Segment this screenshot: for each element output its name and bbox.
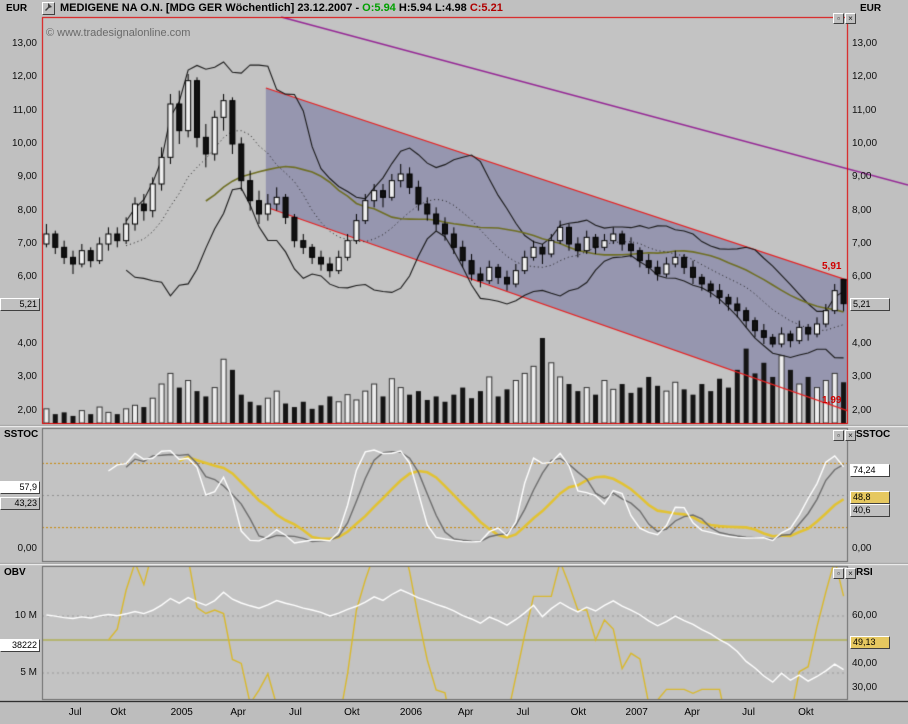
- price-tick-right: 9,00: [852, 171, 872, 183]
- price-tick-right: 7,00: [852, 238, 872, 249]
- price-tick-left: 11,00: [12, 104, 37, 116]
- sstoc-value-box-left: 57,9: [0, 481, 40, 495]
- sstoc-zero-label-right: 0,00: [852, 543, 872, 554]
- time-axis-label: Apr: [230, 707, 246, 718]
- ohlc-close: C:5.21: [469, 2, 503, 14]
- price-tick-left: 7,00: [17, 238, 37, 249]
- obv-tick-left: 5 M: [20, 667, 37, 678]
- rsi-title: RSI: [856, 567, 873, 578]
- price-tick-right: 4,00: [852, 338, 872, 349]
- time-axis-label: Jul: [289, 707, 302, 718]
- current-price-box-left: 5,21: [0, 298, 40, 311]
- watermark: © www.tradesignalonline.com: [46, 27, 191, 39]
- ohlc-open: O:5.94: [362, 2, 396, 14]
- rsi-tick-right: 30,00: [852, 682, 878, 693]
- price-tick-right: 13,00: [852, 38, 878, 49]
- obv-tick-left: 10 M: [14, 610, 37, 621]
- price-tick-right: 2,00: [852, 404, 872, 416]
- rsi-value-box: 49,13: [850, 636, 890, 649]
- price-tick-left: 12,00: [11, 71, 37, 83]
- price-tick-right: 11,00: [852, 104, 877, 116]
- obv-pane-close-button[interactable]: ×: [845, 568, 856, 579]
- sstoc-zero-label-left: 0,00: [17, 543, 37, 554]
- price-tick-right: 3,00: [852, 371, 872, 383]
- price-tick-left: 8,00: [17, 204, 37, 216]
- price-tick-left: 2,00: [17, 404, 37, 416]
- left-axis-unit: EUR: [6, 3, 28, 14]
- channel-top-value-label: 5,91: [822, 261, 842, 272]
- sstoc-title-left: SSTOC: [4, 429, 39, 440]
- sstoc-value-box-right: 48,8: [850, 490, 890, 504]
- sstoc-pane-close-button[interactable]: ×: [845, 430, 856, 441]
- current-price-box-right: 5,21: [850, 298, 890, 311]
- time-axis-label: Jul: [68, 707, 82, 718]
- sstoc-pane-maximize-button[interactable]: ▫: [833, 430, 844, 441]
- pin-icon: [45, 3, 52, 11]
- time-axis-label: 2006: [399, 707, 423, 718]
- time-axis-label: Apr: [684, 707, 700, 718]
- price-tick-right: 8,00: [852, 204, 872, 216]
- pin-icon-button[interactable]: [42, 2, 55, 15]
- sstoc-value-box-left: 43,23: [0, 496, 40, 510]
- price-tick-right: 10,00: [852, 138, 878, 149]
- sstoc-value-box-right: 40,6: [850, 503, 890, 517]
- price-pane-maximize-button[interactable]: ▫: [833, 13, 844, 24]
- time-axis-label: 2007: [625, 707, 648, 718]
- time-axis-label: Okt: [798, 707, 814, 718]
- price-tick-left: 4,00: [17, 338, 37, 349]
- ohlc-high-low: H:5.94 L:4.98: [398, 2, 467, 14]
- price-tick-right: 12,00: [852, 71, 878, 83]
- time-axis-label: Okt: [110, 707, 126, 718]
- chart-title: MEDIGENE NA O.N. [MDG GER Wöchentlich] 2…: [60, 2, 353, 14]
- time-axis-label: Okt: [570, 707, 587, 718]
- price-tick-right: 6,00: [852, 271, 872, 283]
- sstoc-value-box-right: 74,24: [850, 463, 890, 477]
- obv-pane-maximize-button[interactable]: ▫: [833, 568, 844, 579]
- time-axis-label: Apr: [457, 707, 474, 718]
- time-axis-label: 2005: [170, 707, 193, 718]
- price-tick-left: 9,00: [17, 171, 37, 183]
- price-tick-left: 10,00: [11, 138, 37, 149]
- obv-rsi-pane[interactable]: [42, 566, 848, 700]
- header-dash: -: [355, 2, 360, 14]
- price-pane-close-button[interactable]: ×: [845, 13, 856, 24]
- price-tick-left: 13,00: [11, 38, 37, 49]
- obv-title: OBV: [4, 567, 26, 578]
- price-pane[interactable]: [42, 17, 848, 424]
- time-axis-label: Okt: [344, 707, 360, 718]
- right-axis-unit: EUR: [860, 3, 882, 14]
- obv-value-box: 38222: [0, 639, 40, 652]
- rsi-tick-right: 60,00: [852, 610, 878, 621]
- rsi-tick-right: 40,00: [852, 658, 878, 669]
- time-axis-label: Jul: [742, 707, 755, 718]
- price-tick-left: 6,00: [17, 271, 37, 283]
- chart-header: MEDIGENE NA O.N. [MDG GER Wöchentlich] 2…: [60, 2, 503, 14]
- sstoc-title-right: SSTOC: [856, 429, 891, 440]
- price-tick-left: 3,00: [17, 371, 37, 383]
- channel-bottom-value-label: 1,99: [822, 395, 842, 406]
- time-axis-label: Jul: [516, 707, 530, 718]
- sstoc-pane[interactable]: [42, 428, 848, 562]
